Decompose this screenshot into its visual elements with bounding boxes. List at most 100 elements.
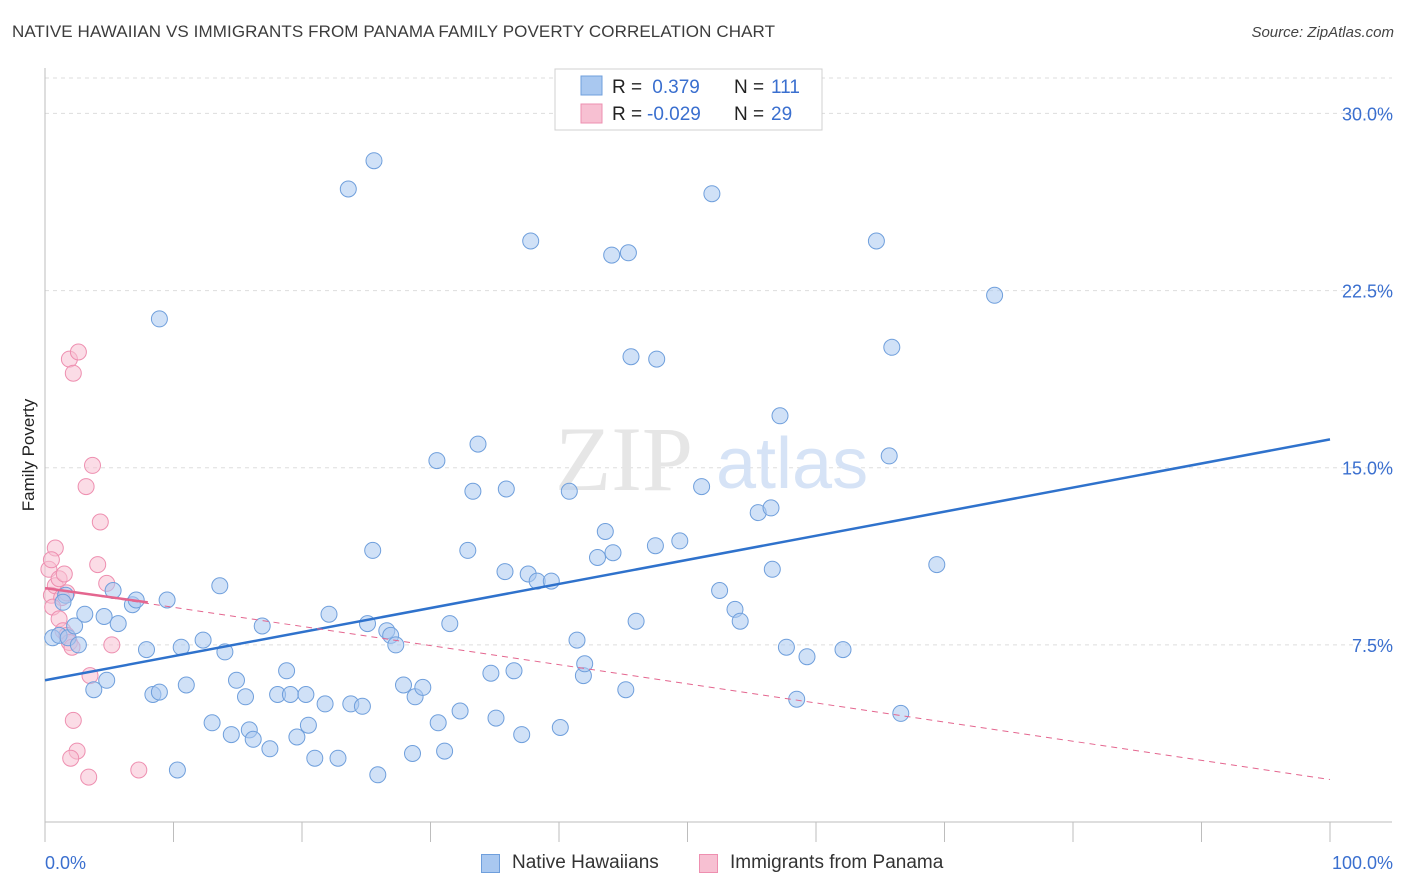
hawaiian-point-50: [387, 636, 405, 654]
panama-point-29: [130, 761, 148, 779]
hawaiian-point-104: [619, 244, 637, 262]
hawaiian-point-22: [194, 631, 212, 649]
hawaiian-point-5: [66, 617, 84, 635]
legend-n-value-2: 29: [771, 104, 792, 125]
hawaiian-point-18: [158, 591, 176, 609]
hawaiian-point-73: [560, 482, 578, 500]
hawaiian-point-64: [487, 709, 505, 727]
bottom-legend-swatch-blue: [481, 853, 500, 873]
hawaiian-point-108: [867, 232, 885, 250]
hawaiian-point-21: [177, 676, 195, 694]
hawaiian-point-63: [482, 664, 500, 682]
y-tick-label-3: 30.0%: [1342, 104, 1393, 124]
hawaiian-point-82: [646, 537, 664, 555]
hawaiian-point-94: [798, 648, 816, 666]
hawaiian-point-17: [150, 683, 168, 701]
hawaiian-point-99: [986, 286, 1004, 304]
hawaiian-point-12: [109, 615, 127, 633]
hawaiian-point-23: [203, 714, 221, 732]
hawaiian-point-6: [76, 605, 94, 623]
hawaiian-point-81: [627, 612, 645, 630]
hawaiian-point-96: [880, 447, 898, 465]
hawaiian-point-15: [138, 641, 155, 659]
hawaiian-point-72: [551, 719, 569, 736]
hawaiian-point-42: [329, 749, 347, 767]
trendlines: [44, 438, 1331, 780]
x-tick-labels: 0.0% 100.0%: [45, 853, 1393, 873]
source-credit: Source: ZipAtlas.com: [1251, 24, 1394, 41]
legend-n-label-1: N =: [734, 77, 764, 98]
hawaiian-point-66: [497, 480, 515, 498]
hawaiian-point-106: [648, 350, 666, 368]
hawaiian-point-77: [589, 549, 606, 566]
legend-n-label-2: N =: [734, 104, 764, 125]
y-axis-title: Family Poverty: [19, 398, 38, 511]
bottom-legend-label-panama: Immigrants from Panama: [730, 852, 944, 873]
legend-r-label-2: R =: [612, 104, 642, 125]
hawaiian-point-89: [762, 499, 780, 517]
hawaiian-point-79: [604, 544, 622, 562]
panama-trendline-solid: [44, 586, 148, 604]
hawaiian-point-93: [788, 690, 806, 708]
watermark-zip: ZIP: [555, 408, 693, 510]
hawaiian-point-107: [703, 185, 721, 203]
hawaiian-point-103: [603, 246, 621, 264]
legend-r-label-1: R =: [612, 77, 642, 98]
hawaiian-point-7: [69, 636, 87, 654]
legend-r-value-1: 0.379: [647, 77, 700, 98]
legend-swatch-blue: [580, 75, 603, 96]
hawaiian-point-54: [414, 678, 432, 696]
panama-points: [40, 343, 148, 786]
panama-trendline-dashed: [44, 587, 1331, 780]
hawaiian-point-95: [834, 641, 852, 659]
y-tick-label-0: 7.5%: [1352, 636, 1393, 656]
hawaiian-point-101: [365, 152, 383, 170]
hawaiian-trendline: [44, 438, 1331, 682]
panama-point-17: [69, 343, 87, 361]
hawaiian-point-61: [464, 482, 482, 500]
hawaiian-point-83: [671, 532, 689, 550]
hawaiian-point-102: [522, 232, 540, 250]
y-tick-label-1: 15.0%: [1342, 459, 1393, 479]
hawaiian-point-62: [469, 435, 487, 453]
panama-point-16: [64, 364, 82, 382]
hawaiian-point-91: [771, 407, 789, 425]
watermark: ZIP atlas: [555, 408, 868, 510]
hawaiian-point-59: [451, 702, 469, 720]
hawaiian-point-68: [513, 726, 531, 744]
hawaiian-point-30: [244, 730, 262, 748]
hawaiian-point-78: [596, 523, 614, 540]
y-tick-labels: 7.5% 15.0% 22.5% 30.0%: [1342, 104, 1393, 655]
panama-point-7: [55, 565, 73, 583]
hawaiian-point-92: [777, 638, 795, 656]
hawaiian-point-27: [228, 671, 245, 689]
hawaiian-point-40: [316, 695, 334, 713]
hawaiian-point-100: [339, 180, 357, 198]
hawaiian-point-60: [459, 541, 477, 559]
panama-point-27: [62, 749, 80, 767]
hawaiian-point-55: [429, 714, 447, 732]
hawaiian-point-52: [404, 745, 421, 762]
hawaiian-point-41: [320, 605, 338, 623]
hawaiian-point-85: [711, 582, 729, 599]
hawaiian-point-87: [731, 612, 749, 630]
hawaiian-point-31: [253, 617, 271, 635]
hawaiian-point-38: [299, 716, 317, 734]
legend-r-value-2: -0.029: [647, 104, 701, 125]
hawaiian-point-19: [168, 761, 186, 779]
panama-point-18: [77, 478, 95, 496]
panama-point-19: [84, 456, 101, 474]
bottom-legend-item-hawaiians: Native Hawaiians: [481, 852, 659, 874]
panama-point-23: [103, 636, 121, 654]
watermark-atlas: atlas: [716, 424, 868, 504]
hawaiian-point-97: [892, 704, 910, 722]
hawaiian-point-90: [763, 560, 781, 578]
bottom-legend-swatch-pink: [699, 853, 718, 873]
hawaiian-point-110: [150, 310, 168, 328]
hawaiian-point-25: [211, 577, 229, 595]
hawaiian-point-9: [95, 608, 113, 625]
hawaiian-point-4: [54, 593, 72, 611]
bottom-legend: Native Hawaiians Immigrants from Panama: [0, 850, 1406, 878]
gridlines: [45, 77, 1392, 646]
